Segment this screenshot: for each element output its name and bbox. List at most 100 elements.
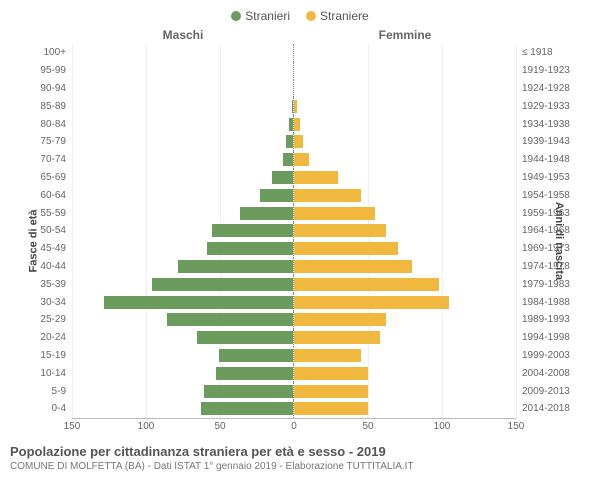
year-label: 1929-1933 bbox=[516, 101, 588, 112]
bar-male bbox=[207, 242, 293, 255]
bar-side-male bbox=[72, 151, 294, 169]
age-label: 80-84 bbox=[12, 119, 72, 130]
age-label: 60-64 bbox=[12, 190, 72, 201]
bar-side-female bbox=[294, 115, 516, 133]
year-label: 1979-1983 bbox=[516, 279, 588, 290]
age-label: 15-19 bbox=[12, 350, 72, 361]
x-axis-ticks: 15010050050100150 bbox=[72, 418, 516, 438]
bar-side-male bbox=[72, 382, 294, 400]
pyramid-row: 25-291989-1993 bbox=[12, 311, 588, 329]
age-label: 5-9 bbox=[12, 386, 72, 397]
age-label: 65-69 bbox=[12, 172, 72, 183]
legend-item-female: Straniere bbox=[306, 9, 369, 23]
bar-side-male bbox=[72, 169, 294, 187]
bar-male bbox=[219, 349, 293, 362]
bar-side-female bbox=[294, 169, 516, 187]
bar-male bbox=[212, 224, 293, 237]
year-label: 1934-1938 bbox=[516, 119, 588, 130]
pyramid-row: 50-541964-1968 bbox=[12, 222, 588, 240]
bar-female bbox=[294, 278, 439, 291]
bar-side-female bbox=[294, 62, 516, 80]
x-tick: 100 bbox=[434, 421, 451, 432]
bar-female bbox=[294, 207, 375, 220]
bar-male bbox=[167, 313, 293, 326]
age-label: 20-24 bbox=[12, 332, 72, 343]
legend-label-male: Stranieri bbox=[245, 9, 290, 23]
bar-side-female bbox=[294, 133, 516, 151]
x-tick: 50 bbox=[214, 421, 225, 432]
bar-side-female bbox=[294, 382, 516, 400]
bar-side-male bbox=[72, 62, 294, 80]
bar-side-male bbox=[72, 222, 294, 240]
bar-female bbox=[294, 224, 386, 237]
year-label: 1994-1998 bbox=[516, 332, 588, 343]
age-label: 30-34 bbox=[12, 297, 72, 308]
bar-side-male bbox=[72, 133, 294, 151]
bar-male bbox=[286, 135, 293, 148]
year-label: 2009-2013 bbox=[516, 386, 588, 397]
bar-side-male bbox=[72, 400, 294, 418]
bar-side-female bbox=[294, 222, 516, 240]
bar-female bbox=[294, 367, 368, 380]
pyramid-chart: Fasce di età Anni di nascita 100+≤ 19189… bbox=[0, 44, 600, 438]
bar-female bbox=[294, 242, 398, 255]
bar-male bbox=[178, 260, 293, 273]
header-male: Maschi bbox=[72, 28, 294, 42]
age-label: 45-49 bbox=[12, 243, 72, 254]
pyramid-row: 40-441974-1978 bbox=[12, 258, 588, 276]
bar-male bbox=[289, 118, 293, 131]
year-label: 2004-2008 bbox=[516, 368, 588, 379]
bar-side-male bbox=[72, 364, 294, 382]
bar-male bbox=[240, 207, 293, 220]
bar-male bbox=[292, 100, 293, 113]
year-label: 1989-1993 bbox=[516, 314, 588, 325]
pyramid-row: 35-391979-1983 bbox=[12, 275, 588, 293]
bar-male bbox=[104, 296, 293, 309]
bar-side-female bbox=[294, 275, 516, 293]
bar-female bbox=[294, 135, 303, 148]
pyramid-row: 15-191999-2003 bbox=[12, 347, 588, 365]
age-label: 70-74 bbox=[12, 154, 72, 165]
bar-side-male bbox=[72, 258, 294, 276]
bar-female bbox=[294, 385, 368, 398]
age-label: 40-44 bbox=[12, 261, 72, 272]
legend-swatch-male bbox=[231, 11, 241, 21]
pyramid-row: 0-42014-2018 bbox=[12, 400, 588, 418]
pyramid-row: 60-641954-1958 bbox=[12, 186, 588, 204]
pyramid-row: 90-941924-1928 bbox=[12, 80, 588, 98]
chart-column-headers: Maschi Femmine bbox=[0, 28, 600, 44]
bar-side-female bbox=[294, 151, 516, 169]
age-label: 10-14 bbox=[12, 368, 72, 379]
year-label: 1959-1963 bbox=[516, 208, 588, 219]
year-label: 2014-2018 bbox=[516, 403, 588, 414]
pyramid-row: 30-341984-1988 bbox=[12, 293, 588, 311]
bar-side-female bbox=[294, 44, 516, 62]
bar-side-female bbox=[294, 400, 516, 418]
year-label: ≤ 1918 bbox=[516, 47, 588, 58]
bar-male bbox=[272, 171, 293, 184]
bar-female bbox=[294, 171, 338, 184]
bar-female bbox=[294, 153, 309, 166]
pyramid-row: 5-9 2009-2013 bbox=[12, 382, 588, 400]
age-label: 100+ bbox=[12, 47, 72, 58]
legend-item-male: Stranieri bbox=[231, 9, 290, 23]
bar-male bbox=[204, 385, 293, 398]
bar-male bbox=[201, 402, 293, 415]
pyramid-row: 85-89 1929-1933 bbox=[12, 97, 588, 115]
bar-side-female bbox=[294, 186, 516, 204]
pyramid-row: 45-49 1969-1973 bbox=[12, 240, 588, 258]
age-label: 85-89 bbox=[12, 101, 72, 112]
pyramid-row: 70-741944-1948 bbox=[12, 151, 588, 169]
bar-female bbox=[294, 118, 300, 131]
age-label: 55-59 bbox=[12, 208, 72, 219]
bar-side-female bbox=[294, 240, 516, 258]
bar-side-female bbox=[294, 364, 516, 382]
bar-male bbox=[197, 331, 293, 344]
bar-side-male bbox=[72, 44, 294, 62]
age-label: 95-99 bbox=[12, 65, 72, 76]
year-label: 1969-1973 bbox=[516, 243, 588, 254]
bar-side-male bbox=[72, 311, 294, 329]
bar-side-female bbox=[294, 311, 516, 329]
year-label: 1964-1968 bbox=[516, 225, 588, 236]
x-tick: 50 bbox=[362, 421, 373, 432]
